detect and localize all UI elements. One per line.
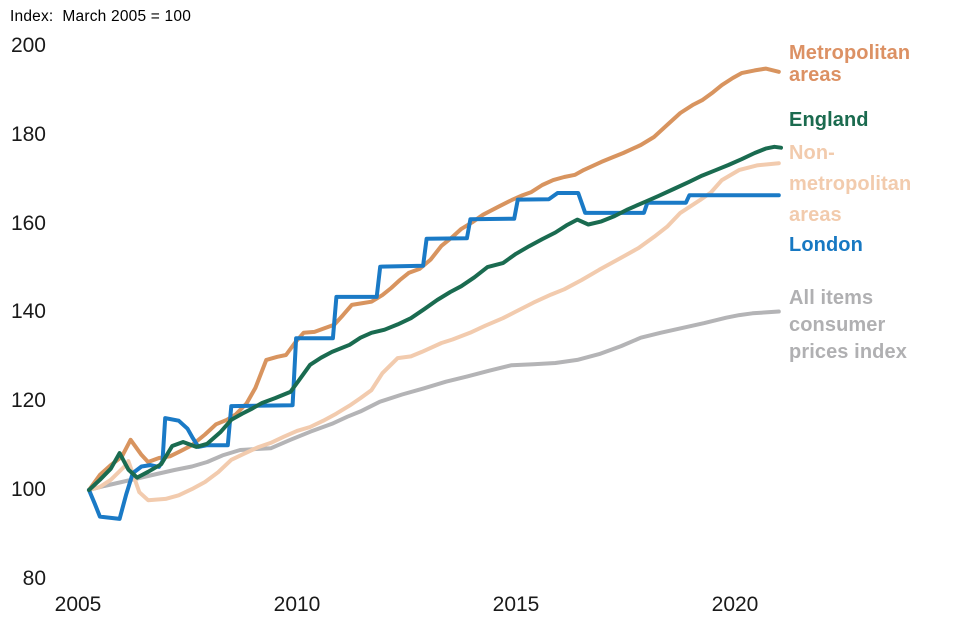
legend-label-london: London xyxy=(789,234,863,256)
legend-label-line: prices index xyxy=(789,341,907,363)
y-tick-label-100: 100 xyxy=(10,478,46,501)
y-tick-label-80: 80 xyxy=(22,566,46,590)
y-tick-label-180: 180 xyxy=(10,122,46,146)
x-tick-label-2015: 2015 xyxy=(492,593,540,616)
legend-label-line: areas xyxy=(789,64,842,86)
y-tick-label-200: 200 xyxy=(10,34,46,57)
line-england xyxy=(87,144,783,492)
legend-label-cpi: All items consumer prices index xyxy=(789,285,907,366)
legend-label-line: England xyxy=(789,109,869,131)
line-london xyxy=(87,191,781,521)
x-tick-label-2020: 2020 xyxy=(711,593,759,616)
legend-label-line: Metropolitan xyxy=(789,42,911,64)
y-tick-label-120: 120 xyxy=(10,389,46,413)
chart-title: Index: March 2005 = 100 xyxy=(10,8,192,25)
line-metropolitan-areas xyxy=(87,66,781,492)
legend-label-line: All items xyxy=(789,287,874,309)
legend-label-line: metropolitan xyxy=(789,173,912,195)
line-non-metropolitan-areas xyxy=(87,161,781,503)
legend-label-line: Non- xyxy=(789,142,835,164)
y-tick-label-140: 140 xyxy=(10,300,46,324)
legend-label-england: England xyxy=(789,109,869,131)
legend-label-line: areas xyxy=(789,204,842,226)
line-cpi xyxy=(87,309,781,492)
legend-label-non-metropolitan-areas: Non-metropolitan areas xyxy=(789,138,911,231)
x-tick-label-2010: 2010 xyxy=(273,593,321,616)
x-tick-label-2005: 2005 xyxy=(54,593,102,616)
legend-label-line: London xyxy=(789,234,863,256)
legend-label-metropolitan-areas: Metropolitan areas xyxy=(789,42,910,86)
y-tick-label-160: 160 xyxy=(10,211,46,235)
legend-label-line: consumer xyxy=(789,314,886,336)
